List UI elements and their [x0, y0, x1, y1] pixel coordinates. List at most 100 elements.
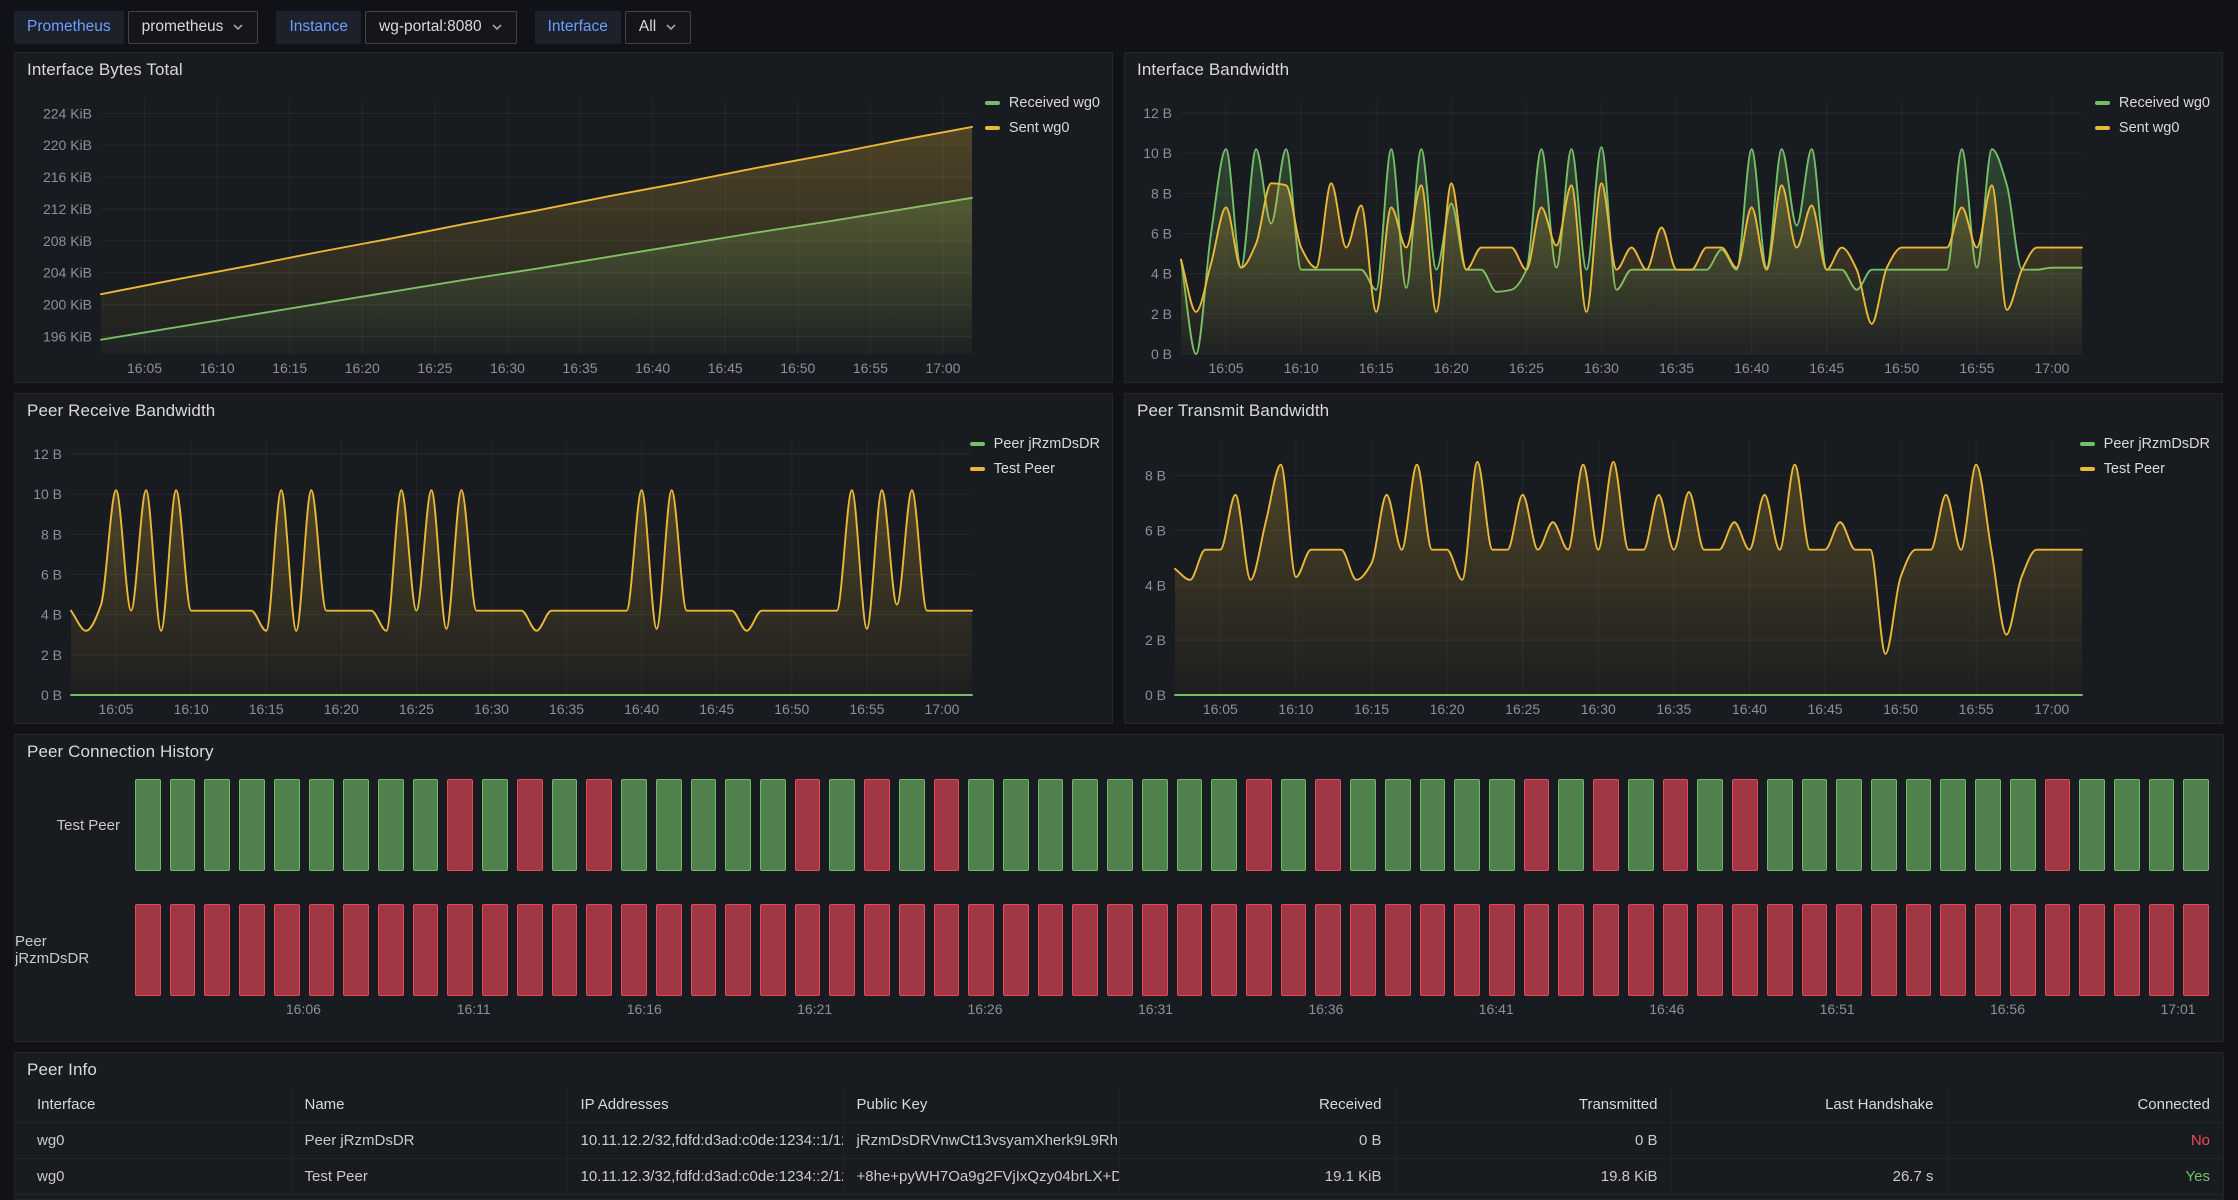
panel-title[interactable]: Interface Bytes Total — [27, 60, 183, 79]
svg-text:16:50: 16:50 — [1883, 701, 1918, 717]
legend-item[interactable]: Peer jRzmDsDR — [969, 436, 1100, 452]
timeline-axis-label: 16:56 — [1989, 1001, 2025, 1017]
chart-svg: 16:05 16:10 16:15 16:20 16:25 16:30 16:35 16:40… — [43, 99, 973, 376]
state-bar-connected — [169, 779, 196, 871]
panel-title[interactable]: Peer Transmit Bandwidth — [1137, 401, 1330, 420]
column-header-received[interactable]: Received — [1119, 1087, 1396, 1123]
svg-text:6 B: 6 B — [1145, 522, 1166, 538]
svg-text:2 B: 2 B — [41, 647, 62, 663]
chart-legend: Received wg0 Sent wg0 — [2094, 95, 2210, 136]
chart-canvas[interactable]: 16:05 16:10 16:15 16:20 16:25 16:30 16:35 16:40… — [1125, 83, 2222, 382]
column-header-connected[interactable]: Connected — [1947, 1087, 2223, 1123]
column-header-transmitted[interactable]: Transmitted — [1395, 1087, 1672, 1123]
svg-text:8 B: 8 B — [41, 526, 62, 542]
column-header-interface[interactable]: Interface — [15, 1087, 292, 1123]
state-bar-connected — [2148, 779, 2175, 871]
svg-text:16:45: 16:45 — [708, 360, 743, 376]
state-bar-disconnected — [2044, 904, 2071, 996]
state-bar-disconnected — [1697, 904, 1724, 996]
panel-title[interactable]: Peer Info — [27, 1060, 97, 1079]
timeline-axis-label: 16:36 — [1308, 1001, 1344, 1017]
state-bar-disconnected — [2113, 904, 2140, 996]
state-bar-disconnected — [1836, 904, 1862, 996]
svg-text:4 B: 4 B — [1145, 577, 1166, 593]
panel-interface-bandwidth: Interface Bandwidth 16:05 16:10 16:15 16:20… — [1124, 52, 2223, 383]
panel-interface-bytes-total: Interface Bytes Total 16:05 16:10 16:15 16:… — [14, 52, 1113, 383]
cell-connected: No — [1947, 1122, 2223, 1159]
column-header-ip-addresses[interactable]: IP Addresses — [567, 1087, 844, 1123]
chart-canvas[interactable]: 16:05 16:10 16:15 16:20 16:25 16:30 16:35 16:40… — [1125, 424, 2222, 723]
state-bar-connected — [412, 779, 439, 871]
column-header-last-handshake[interactable]: Last Handshake — [1671, 1087, 1948, 1123]
state-bar-connected — [621, 779, 647, 871]
state-bar-connected — [1905, 779, 1932, 871]
state-bar-disconnected — [1489, 904, 1515, 996]
svg-text:16:55: 16:55 — [1959, 360, 1994, 376]
legend-item[interactable]: Sent wg0 — [984, 120, 1100, 136]
panel-peer-info: Peer Info Interface Name IP Addresses Publi… — [14, 1052, 2224, 1200]
svg-text:6 B: 6 B — [41, 567, 62, 583]
column-header-name[interactable]: Name — [291, 1087, 568, 1123]
legend-item[interactable]: Peer jRzmDsDR — [2079, 436, 2210, 452]
state-bar-disconnected — [1280, 904, 1307, 996]
panel-title[interactable]: Peer Receive Bandwidth — [27, 401, 216, 420]
variable-prometheus-select[interactable]: prometheus — [127, 10, 259, 44]
svg-text:16:25: 16:25 — [1505, 701, 1540, 717]
chart-canvas[interactable]: 16:05 16:10 16:15 16:20 16:25 16:30 16:35 16:40… — [15, 83, 1112, 382]
state-timeline[interactable]: Test Peer Peer jRzmDsDR 16:06 16:11 16:16 16:… — [15, 765, 2223, 1041]
panel-row-1: Interface Bytes Total 16:05 16:10 16:15 16:… — [14, 52, 2224, 383]
state-bar-connected — [829, 779, 856, 871]
svg-text:16:20: 16:20 — [1434, 360, 1469, 376]
svg-text:16:50: 16:50 — [774, 701, 809, 717]
state-bar-connected — [1419, 779, 1446, 871]
svg-text:16:15: 16:15 — [1354, 701, 1389, 717]
svg-text:16:15: 16:15 — [249, 701, 284, 717]
legend-label: Sent wg0 — [1008, 120, 1070, 136]
chart-svg: 16:05 16:10 16:15 16:20 16:25 16:30 16:35 16:40… — [33, 440, 973, 717]
svg-text:16:50: 16:50 — [780, 360, 815, 376]
column-header-public-key[interactable]: Public Key — [843, 1087, 1120, 1123]
variable-interface-select[interactable]: All — [624, 10, 692, 44]
state-bar-disconnected — [1732, 779, 1758, 871]
state-bar-disconnected — [2183, 904, 2210, 996]
timeline-row-label: Test Peer — [56, 816, 120, 834]
legend-item[interactable]: Received wg0 — [984, 95, 1100, 111]
svg-text:16:40: 16:40 — [1734, 360, 1769, 376]
variable-interface: Interface All — [534, 10, 692, 44]
state-bar-connected — [1627, 779, 1654, 871]
cell-ip-addresses: 10.11.12.3/32,fdfd:d3ad:c0de:1234::2/128 — [567, 1158, 844, 1195]
state-bar-connected — [1141, 779, 1168, 871]
svg-text:16:30: 16:30 — [490, 360, 525, 376]
svg-text:212 KiB: 212 KiB — [43, 201, 92, 217]
cell-transmitted: 19.8 KiB — [1395, 1158, 1672, 1195]
timeline-axis-label: 16:16 — [626, 1001, 662, 1017]
legend-label: Peer jRzmDsDR — [2103, 436, 2210, 452]
svg-text:17:00: 17:00 — [2034, 360, 2069, 376]
state-bar-disconnected — [933, 904, 960, 996]
series-line — [1174, 460, 2083, 655]
series-line — [1180, 182, 2083, 325]
legend-item[interactable]: Test Peer — [969, 461, 1100, 477]
panel-title[interactable]: Interface Bandwidth — [1137, 60, 1290, 79]
legend-item[interactable]: Sent wg0 — [2094, 120, 2210, 136]
state-bar-connected — [1454, 779, 1481, 871]
svg-text:16:40: 16:40 — [1732, 701, 1767, 717]
cell-public-key: +8he+pyWH7Oa9g2FVjIxQzy04brLX+DX — [843, 1158, 1120, 1195]
variable-instance-label: Instance — [276, 10, 362, 44]
variable-prometheus-label: Prometheus — [14, 10, 124, 44]
variable-instance-select[interactable]: wg-portal:8080 — [365, 10, 517, 44]
state-bar-disconnected — [829, 904, 856, 996]
timeline-row-label: Peer jRzmDsDR — [15, 933, 90, 967]
legend-item[interactable]: Test Peer — [2079, 461, 2210, 477]
chart-canvas[interactable]: 16:05 16:10 16:15 16:20 16:25 16:30 16:35 16:40… — [15, 424, 1112, 723]
state-bar-connected — [2113, 779, 2140, 871]
state-bar-connected — [343, 779, 370, 871]
timeline-axis-label: 16:51 — [1819, 1001, 1855, 1017]
state-bar-disconnected — [794, 904, 821, 996]
legend-item[interactable]: Received wg0 — [2094, 95, 2210, 111]
legend-label: Received wg0 — [1008, 95, 1100, 111]
state-bar-disconnected — [1419, 904, 1446, 996]
svg-text:16:10: 16:10 — [174, 701, 209, 717]
panel-title[interactable]: Peer Connection History — [27, 742, 214, 761]
svg-text:16:15: 16:15 — [272, 360, 307, 376]
